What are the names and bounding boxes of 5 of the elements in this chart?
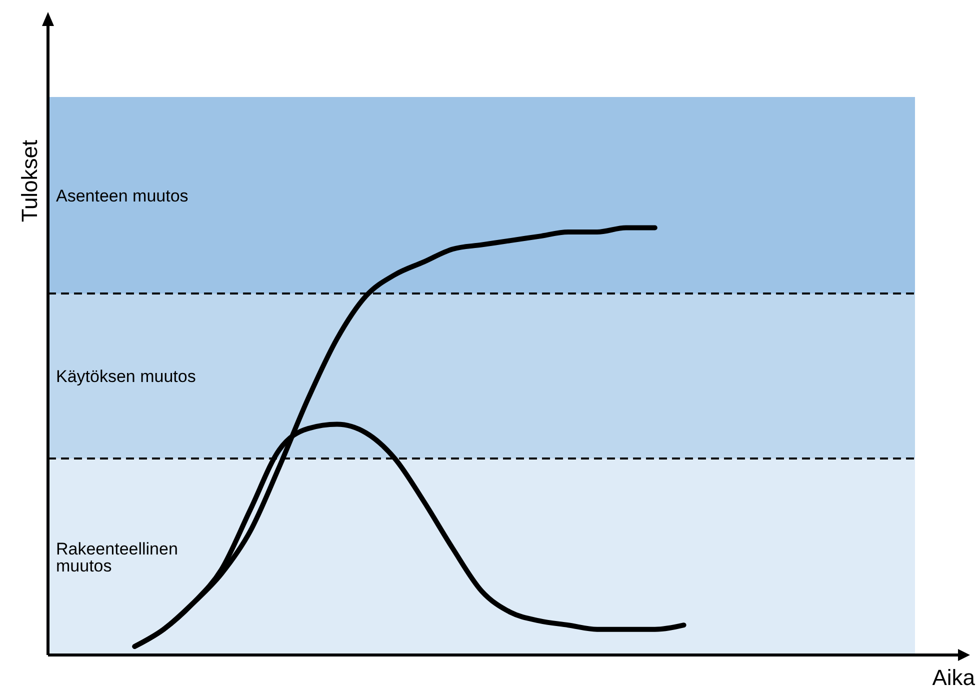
x-axis-title: Aika <box>931 665 975 691</box>
band-label: Rakeenteellinen muutos <box>56 539 178 576</box>
band-label: Asenteen muutos <box>56 186 188 206</box>
y-axis-title: Tulokset <box>17 138 43 224</box>
band-label: Käytöksen muutos <box>56 367 196 386</box>
